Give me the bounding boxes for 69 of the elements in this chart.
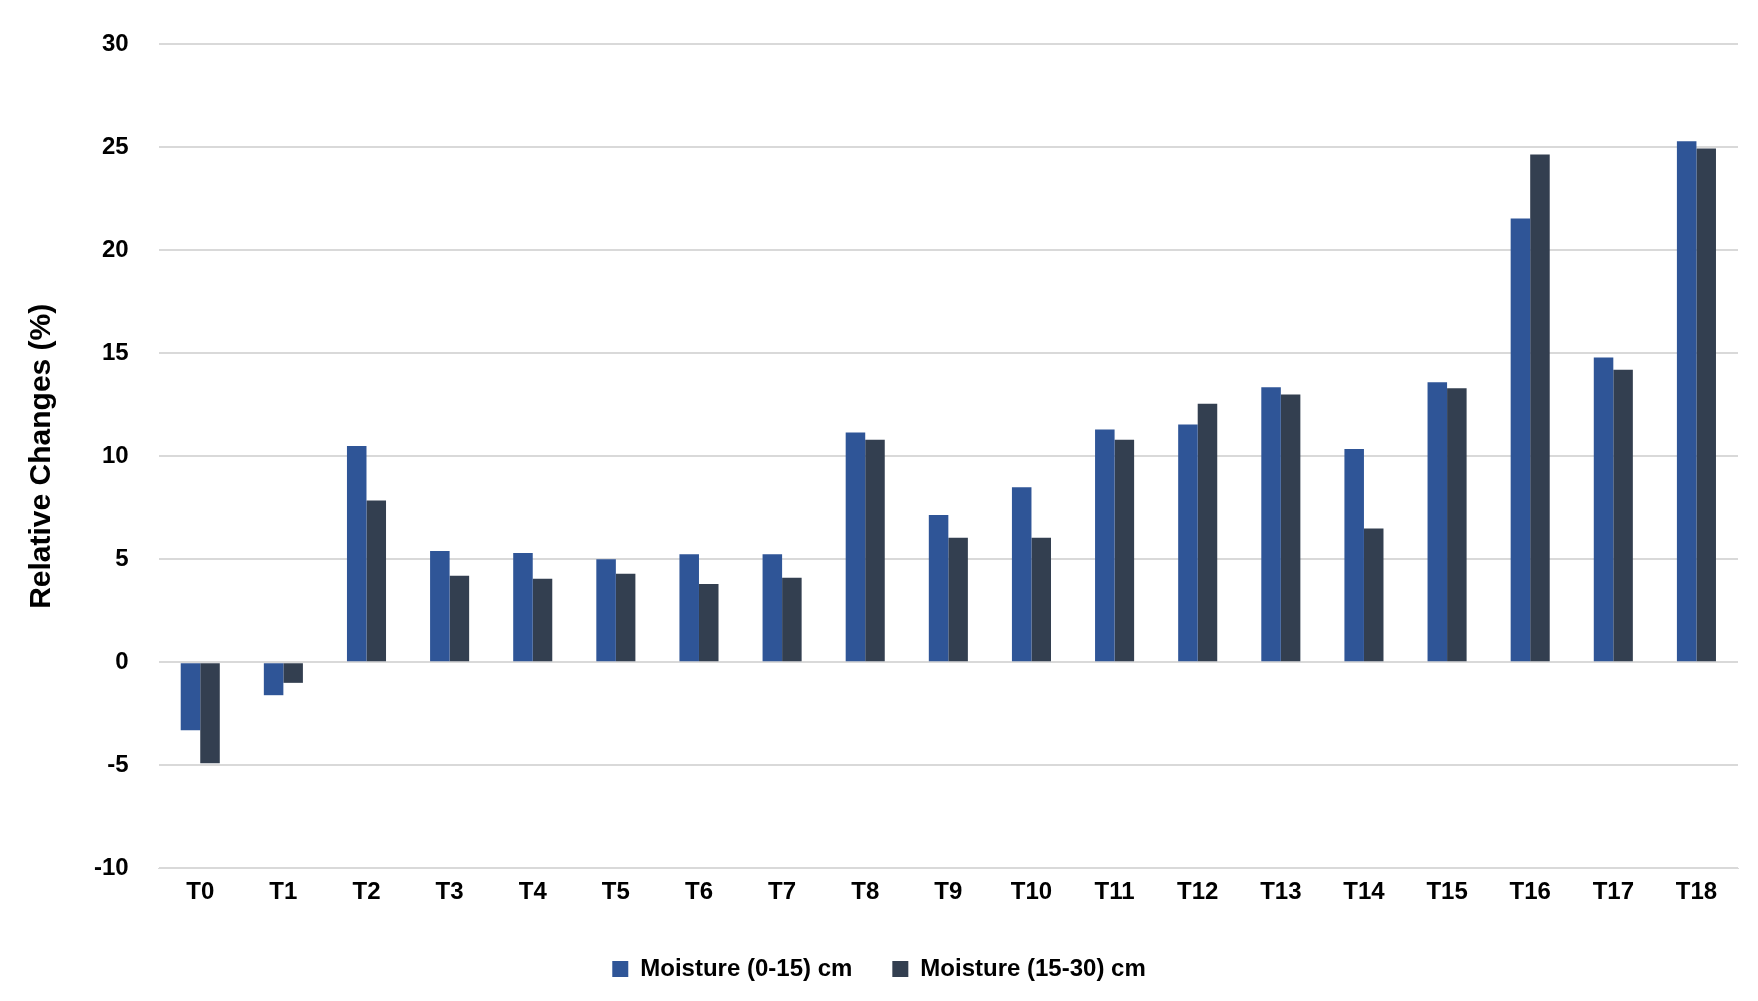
y-tick-label: 20 [101, 234, 129, 262]
x-tick-label: T4 [518, 877, 548, 905]
x-tick-label: T18 [1675, 877, 1718, 905]
x-tick-label: T16 [1509, 877, 1551, 905]
bar [1530, 154, 1550, 662]
bar [1427, 382, 1448, 662]
bar [865, 439, 885, 662]
bar [513, 553, 533, 662]
x-tick-label: T6 [684, 877, 713, 905]
bar [263, 663, 284, 696]
bar [1696, 148, 1716, 662]
x-tick-label: T12 [1177, 877, 1219, 905]
bar [1344, 449, 1364, 662]
bar [1261, 387, 1281, 662]
y-tick-label: -5 [107, 749, 129, 777]
y-tick-label: 0 [115, 646, 129, 674]
y-tick-label: -10 [94, 852, 129, 880]
bar [698, 583, 719, 662]
x-tick-label: T8 [851, 877, 880, 905]
x-tick-label: T5 [601, 877, 630, 905]
x-tick-label: T9 [934, 877, 963, 905]
bar [430, 551, 450, 662]
bar [1114, 439, 1135, 662]
x-tick-label: T0 [186, 877, 215, 905]
bar [1178, 424, 1198, 662]
y-tick-label: 15 [101, 337, 129, 365]
x-tick-label: T10 [1010, 877, 1053, 905]
bar [1280, 394, 1301, 662]
bar [366, 500, 387, 662]
legend-label: Moisture (15-30) cm [920, 953, 1146, 981]
bar [1031, 537, 1051, 662]
bar [948, 537, 968, 662]
bar [782, 577, 802, 662]
bar [1095, 429, 1115, 662]
bar [346, 446, 367, 662]
x-tick-label: T15 [1426, 877, 1468, 905]
bar [596, 559, 616, 662]
bar [1363, 528, 1384, 662]
bar [1447, 388, 1467, 662]
x-tick-label: T13 [1260, 877, 1302, 905]
x-tick-label: T14 [1343, 877, 1386, 905]
bar [928, 515, 949, 662]
x-tick-label: T1 [269, 877, 298, 905]
bar [1197, 403, 1218, 662]
bar [762, 554, 783, 662]
x-tick-label: T11 [1094, 877, 1135, 905]
bar [1510, 218, 1531, 662]
bar [615, 573, 636, 662]
bar [283, 663, 303, 683]
x-tick-label: T3 [435, 877, 464, 905]
x-tick-label: T17 [1592, 877, 1634, 905]
bar [200, 663, 220, 764]
y-tick-label: 10 [101, 440, 129, 468]
x-tick-label: T2 [352, 877, 381, 905]
bar [1011, 487, 1032, 662]
y-tick-label: 5 [115, 543, 129, 571]
bar [845, 432, 866, 662]
bar [180, 663, 201, 731]
bar [1613, 369, 1633, 662]
bar [679, 554, 699, 662]
legend-label: Moisture (0-15) cm [640, 953, 853, 981]
y-tick-label: 25 [101, 132, 129, 159]
bar [1676, 141, 1697, 662]
bar [449, 575, 470, 662]
bar [1593, 357, 1614, 662]
y-tick-label: 30 [101, 29, 129, 57]
y-axis-title: Relative Changes (%) [23, 303, 57, 609]
x-tick-label: T7 [768, 877, 797, 905]
bar [532, 578, 553, 662]
